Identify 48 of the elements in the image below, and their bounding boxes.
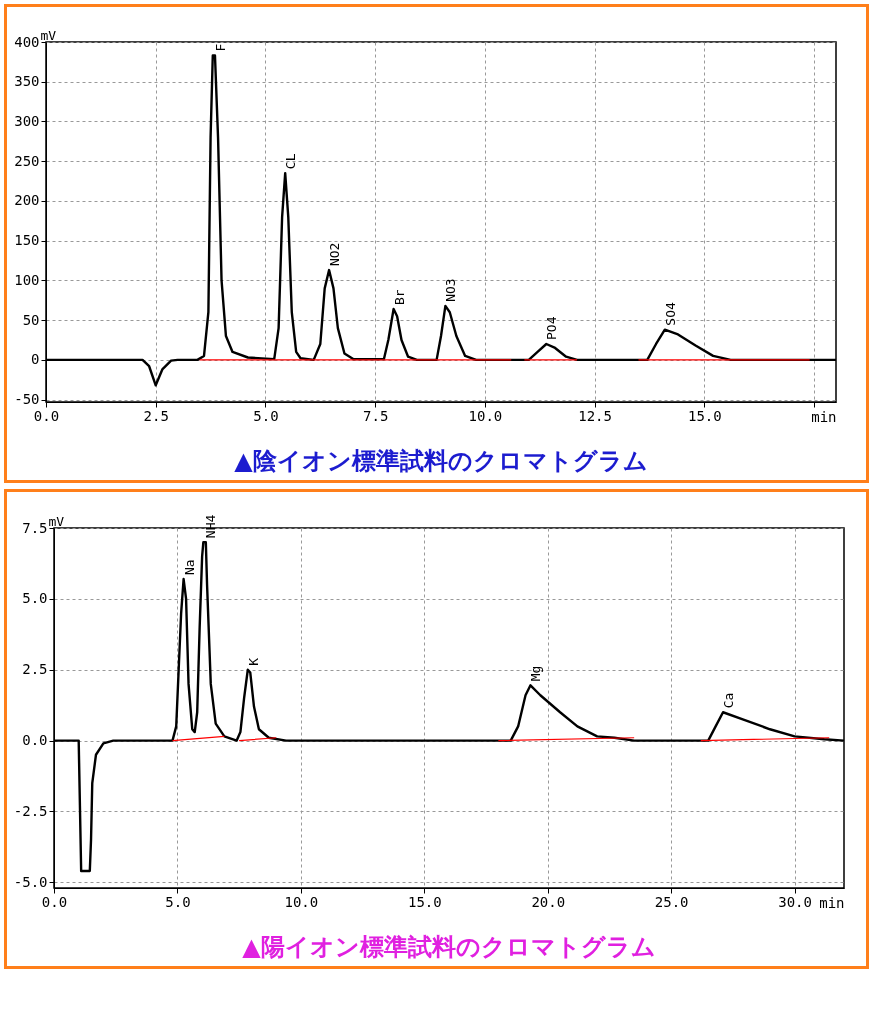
x-tick-label: 15.0 bbox=[407, 893, 442, 910]
x-axis-title: min bbox=[811, 408, 837, 425]
x-tick-label: 2.5 bbox=[143, 407, 169, 424]
y-tick-label: 2.5 bbox=[22, 661, 48, 678]
x-tick-label: 20.0 bbox=[531, 893, 566, 910]
y-tick-label: 0 bbox=[31, 351, 40, 368]
x-tick-label: 0.0 bbox=[33, 407, 60, 424]
y-axis-title: mV bbox=[48, 513, 65, 529]
y-tick-label: 250 bbox=[14, 152, 40, 169]
annotation: Mg bbox=[528, 665, 544, 682]
annotation: K bbox=[245, 657, 261, 666]
y-tick-label: 150 bbox=[14, 232, 40, 249]
y-tick-label: 0.0 bbox=[22, 732, 48, 749]
x-tick-label: 5.0 bbox=[165, 893, 191, 910]
x-tick-label: 25.0 bbox=[654, 893, 689, 910]
y-tick-label: 100 bbox=[14, 271, 40, 288]
annotation: CL bbox=[283, 153, 299, 170]
y-tick-label: 300 bbox=[14, 112, 40, 129]
annotation: NH4 bbox=[202, 514, 218, 539]
x-tick-label: 12.5 bbox=[578, 407, 612, 424]
annotation: Na bbox=[181, 559, 197, 576]
annotation: Ca bbox=[721, 692, 737, 709]
y-tick-label: 400 bbox=[14, 33, 40, 50]
x-tick-label: 7.5 bbox=[363, 407, 389, 424]
y-tick-label: 7.5 bbox=[22, 519, 48, 536]
x-tick-label: 30.0 bbox=[778, 893, 812, 910]
y-tick-label: 50 bbox=[22, 311, 40, 328]
x-axis-title: min bbox=[819, 894, 845, 911]
x-tick-label: 10.0 bbox=[284, 893, 319, 910]
x-tick-label: 0.0 bbox=[41, 893, 68, 910]
annotation: Br bbox=[391, 289, 407, 306]
annotation: F bbox=[212, 43, 228, 52]
text: ▲陽イオン標準試料のクロマトグラム bbox=[242, 933, 656, 961]
y-tick-label: 350 bbox=[14, 73, 40, 90]
y-tick-label: -5.0 bbox=[13, 873, 48, 890]
text: ▲陰イオン標準試料のクロマトグラム bbox=[234, 447, 648, 475]
x-tick-label: 15.0 bbox=[687, 407, 722, 424]
x-tick-label: 5.0 bbox=[253, 407, 279, 424]
annotation: NO3 bbox=[443, 278, 459, 302]
y-tick-label: 200 bbox=[14, 192, 40, 209]
annotation: NO2 bbox=[327, 242, 343, 267]
y-tick-label: -50 bbox=[14, 391, 40, 408]
y-tick-label: -2.5 bbox=[13, 802, 48, 819]
annotation: SO4 bbox=[662, 302, 678, 326]
y-axis-title: mV bbox=[40, 27, 57, 43]
annotation: PO4 bbox=[544, 316, 560, 340]
x-tick-label: 10.0 bbox=[468, 407, 503, 424]
y-tick-label: 5.0 bbox=[22, 590, 48, 607]
